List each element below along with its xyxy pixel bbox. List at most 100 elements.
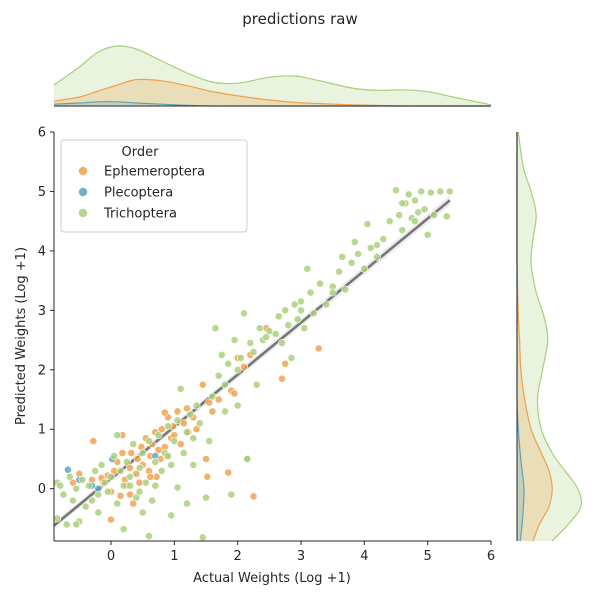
scatter-point-trichoptera — [62, 520, 71, 529]
scatter-point-trichoptera — [398, 226, 407, 234]
scatter-point-ephemeroptera — [107, 515, 115, 524]
scatter-point-trichoptera — [116, 466, 125, 475]
x-tick-label: 0 — [107, 549, 115, 564]
scatter-point-trichoptera — [436, 187, 445, 196]
scatter-point-trichoptera — [303, 264, 312, 273]
scatter-point-trichoptera — [350, 238, 359, 246]
scatter-point-trichoptera — [65, 472, 74, 481]
scatter-point-trichoptera — [347, 258, 356, 267]
scatter-point-trichoptera — [205, 437, 214, 445]
scatter-point-trichoptera — [167, 511, 176, 520]
top-marginal-density — [53, 45, 492, 107]
scatter-point-trichoptera — [78, 475, 87, 484]
scatter-point-ephemeroptera — [240, 362, 248, 371]
scatter-point-trichoptera — [192, 401, 201, 410]
scatter-point-trichoptera — [395, 211, 404, 220]
scatter-point-trichoptera — [420, 205, 429, 214]
scatter-point-trichoptera — [265, 327, 274, 335]
scatter-point-trichoptera — [278, 339, 286, 347]
scatter-point-ephemeroptera — [157, 425, 166, 434]
legend-label-plecoptera: Plecoptera — [104, 186, 173, 201]
scatter-point-trichoptera — [306, 288, 315, 297]
scatter-point-trichoptera — [414, 208, 423, 217]
scatter-point-trichoptera — [135, 463, 144, 472]
scatter-point-trichoptera — [236, 353, 245, 362]
scatter-point-ephemeroptera — [126, 490, 134, 499]
scatter-point-trichoptera — [243, 455, 252, 463]
scatter-point-trichoptera — [249, 348, 258, 356]
scatter-point-trichoptera — [138, 508, 147, 517]
scatter-point-trichoptera — [233, 401, 242, 410]
scatter-point-ephemeroptera — [208, 407, 217, 416]
scatter-point-trichoptera — [88, 496, 96, 505]
scatter-point-trichoptera — [293, 315, 302, 324]
scatter-point-trichoptera — [284, 321, 293, 330]
scatter-point-trichoptera — [363, 220, 372, 228]
x-tick-label: 2 — [234, 549, 242, 564]
scatter-point-trichoptera — [81, 502, 90, 511]
scatter-point-trichoptera — [246, 339, 255, 347]
scatter-point-trichoptera — [157, 466, 166, 475]
legend-label-ephemeroptera: Ephemeroptera — [104, 165, 205, 180]
scatter-point-ephemeroptera — [127, 449, 136, 457]
scatter-point-trichoptera — [164, 422, 172, 431]
scatter-point-plecoptera — [64, 465, 72, 474]
scatter-point-trichoptera — [135, 487, 144, 496]
scatter-point-ephemeroptera — [202, 455, 210, 463]
scatter-point-trichoptera — [167, 460, 176, 469]
scatter-point-trichoptera — [335, 267, 343, 276]
scatter-point-ephemeroptera — [192, 425, 201, 434]
scatter-point-trichoptera — [297, 297, 305, 306]
scatter-point-trichoptera — [281, 306, 290, 315]
y-tick-label: 4 — [38, 244, 46, 259]
scatter-point-ephemeroptera — [176, 440, 185, 448]
x-tick-label: 6 — [487, 549, 495, 564]
scatter-point-ephemeroptera — [146, 472, 155, 481]
scatter-point-trichoptera — [91, 466, 100, 475]
scatter-point-ephemeroptera — [118, 449, 127, 457]
scatter-point-trichoptera — [164, 452, 172, 460]
scatter-point-trichoptera — [411, 217, 419, 226]
scatter-point-ephemeroptera — [205, 398, 214, 407]
scatter-point-trichoptera — [186, 410, 195, 419]
scatter-point-trichoptera — [221, 407, 229, 416]
legend-marker-ephemeroptera — [78, 166, 88, 176]
scatter-point-trichoptera — [240, 309, 248, 318]
legend-title: Order — [122, 145, 160, 160]
scatter-point-trichoptera — [309, 309, 318, 318]
scatter-point-trichoptera — [56, 481, 65, 490]
scatter-point-trichoptera — [138, 449, 147, 457]
scatter-point-ephemeroptera — [281, 359, 290, 368]
scatter-point-ephemeroptera — [179, 419, 188, 428]
scatter-point-trichoptera — [379, 235, 388, 243]
scatter-point-trichoptera — [53, 514, 62, 523]
y-tick-label: 3 — [38, 304, 46, 319]
scatter-point-trichoptera — [445, 187, 454, 196]
scatter-point-trichoptera — [227, 490, 236, 499]
scatter-point-trichoptera — [183, 499, 191, 508]
scatter-point-ephemeroptera — [224, 468, 233, 477]
scatter-point-trichoptera — [297, 306, 305, 315]
scatter-point-ephemeroptera — [278, 374, 286, 383]
scatter-point-trichoptera — [322, 300, 331, 309]
scatter-point-ephemeroptera — [198, 380, 207, 389]
top-density-fill-ephemeroptera — [54, 79, 491, 107]
scatter-point-trichoptera — [148, 496, 157, 505]
scatter-point-trichoptera — [290, 300, 299, 309]
y-tick-label: 1 — [38, 423, 46, 438]
scatter-point-trichoptera — [287, 353, 296, 362]
scatter-point-trichoptera — [126, 472, 134, 481]
scatter-point-trichoptera — [189, 460, 198, 469]
x-axis-label: Actual Weights (Log +1) — [193, 571, 351, 586]
scatter-point-trichoptera — [423, 230, 432, 239]
scatter-point-trichoptera — [392, 186, 400, 195]
scatter-point-trichoptera — [107, 472, 115, 481]
scatter-point-ephemeroptera — [183, 404, 191, 413]
scatter-point-ephemeroptera — [160, 408, 169, 417]
x-tick-label: 3 — [297, 549, 305, 564]
scatter-point-trichoptera — [72, 520, 81, 529]
scatter-point-trichoptera — [354, 249, 362, 258]
scatter-point-trichoptera — [103, 487, 112, 496]
scatter-point-trichoptera — [110, 452, 119, 460]
scatter-point-trichoptera — [442, 212, 451, 221]
